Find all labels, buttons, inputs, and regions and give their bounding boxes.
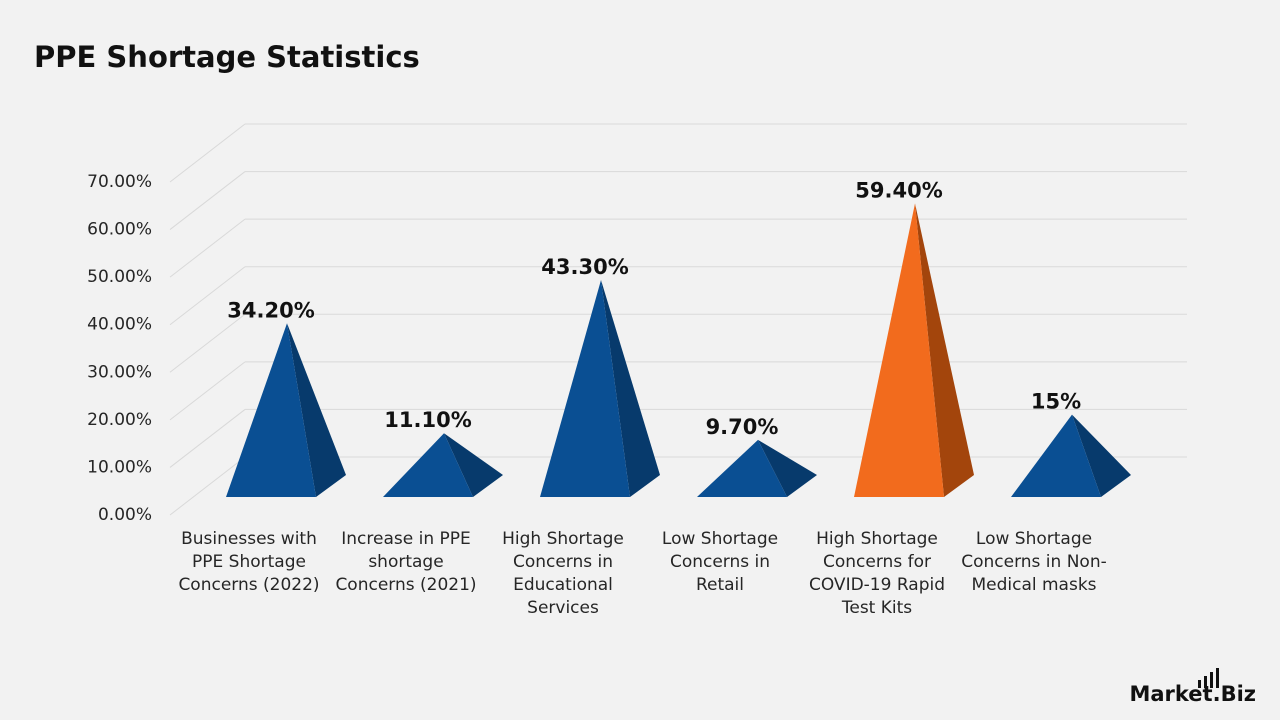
pyramid-front — [540, 280, 630, 497]
y-tick-label: 70.00% — [87, 172, 152, 192]
value-label: 59.40% — [855, 178, 942, 202]
y-tick-label: 0.00% — [98, 505, 152, 525]
x-tick-label: High Shortage Concerns for COVID-19 Rapi… — [808, 529, 946, 618]
pyramid-front — [697, 439, 787, 497]
pyramid-front — [1011, 414, 1101, 497]
grid-line-side — [169, 123, 246, 183]
y-tick-label: 60.00% — [87, 220, 152, 240]
value-label: 11.10% — [384, 408, 471, 432]
grid-line-side — [169, 266, 246, 326]
grid-line-side — [169, 409, 246, 468]
pyramid-front — [854, 203, 944, 497]
x-tick-label: Increase in PPE shortage Concerns (2021) — [335, 529, 477, 595]
value-label: 43.30% — [541, 255, 628, 279]
x-tick-label: Low Shortage Concerns in Retail — [661, 529, 779, 595]
pyramid-side — [287, 323, 346, 497]
value-label: 15% — [1031, 390, 1081, 414]
pyramid-side — [915, 203, 974, 497]
pyramid-front — [383, 433, 473, 497]
grid-line-side — [169, 218, 246, 278]
y-tick-label: 50.00% — [87, 267, 152, 287]
pyramid-side — [758, 439, 817, 497]
pyramid-side — [1072, 414, 1131, 497]
pyramid-side — [601, 280, 660, 497]
pyramid-side — [444, 433, 503, 497]
x-tick-label: Low Shortage Concerns in Non-Medical mas… — [961, 529, 1107, 595]
grid-line-side — [169, 361, 246, 421]
grid-line-side — [169, 313, 246, 373]
y-tick-label: 20.00% — [87, 410, 152, 430]
grid-line-side — [169, 456, 246, 516]
value-label: 9.70% — [706, 415, 779, 439]
brand: Market.Biz — [1129, 682, 1256, 706]
x-tick-label: Businesses with PPE Shortage Concerns (2… — [178, 529, 320, 595]
pyramid-front — [226, 323, 316, 497]
y-tick-label: 40.00% — [87, 315, 152, 335]
brand-icon — [1198, 668, 1219, 688]
x-tick-label: High Shortage Concerns in Educational Se… — [502, 529, 624, 618]
value-label: 34.20% — [227, 298, 314, 322]
y-tick-label: 30.00% — [87, 362, 152, 382]
y-tick-label: 10.00% — [87, 457, 152, 477]
chart-title: PPE Shortage Statistics — [34, 40, 420, 74]
grid-line-side — [169, 171, 246, 230]
